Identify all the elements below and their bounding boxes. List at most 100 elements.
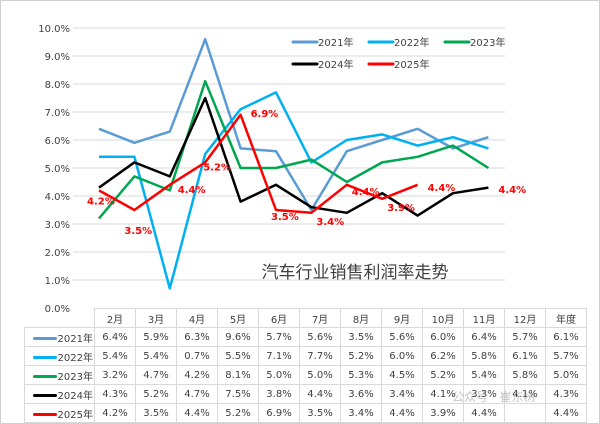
table-cell: 5.0% bbox=[545, 365, 587, 385]
y-tick-label: 5.0% bbox=[45, 164, 70, 175]
table-cell: 4.3% bbox=[545, 384, 587, 404]
table-cell bbox=[504, 403, 546, 423]
legend-label: 2024年 bbox=[318, 58, 353, 71]
y-tick-label: 6.0% bbox=[45, 136, 70, 147]
table-cell: 4.4% bbox=[299, 384, 341, 404]
table-cell: 5.8% bbox=[504, 365, 546, 385]
series-line-2022年 bbox=[99, 91, 489, 290]
column-header: 8月 bbox=[340, 308, 382, 328]
column-header: 3月 bbox=[135, 308, 177, 328]
column-header: 9月 bbox=[381, 308, 423, 328]
table-cell: 5.6% bbox=[381, 327, 423, 347]
table-cell: 5.0% bbox=[258, 365, 300, 385]
table-cell: 5.3% bbox=[340, 365, 382, 385]
table-cell: 3.4% bbox=[381, 384, 423, 404]
series-line-2023年 bbox=[98, 79, 490, 220]
series-line-2024年 bbox=[98, 96, 489, 217]
legend-label: 2021年 bbox=[318, 36, 353, 49]
table-cell: 3.6% bbox=[340, 384, 382, 404]
table-cell: 6.2% bbox=[422, 346, 464, 366]
table-cell: 4.2% bbox=[176, 365, 218, 385]
data-label: 3.5% bbox=[271, 212, 299, 223]
legend-label: 2023年 bbox=[470, 36, 505, 49]
table-cell: 5.2% bbox=[217, 403, 259, 423]
series-line-2025年 bbox=[98, 113, 419, 215]
table-cell: 6.1% bbox=[545, 327, 587, 347]
table-cell: 5.0% bbox=[299, 365, 341, 385]
table-row: 2025年 4.2% 3.5% 4.4% 5.2% 6.9% 3.5% 3.4% 4.4% 3.9… bbox=[24, 403, 587, 423]
table-cell: 3.5% bbox=[299, 403, 341, 423]
table-cell: 5.2% bbox=[340, 346, 382, 366]
table-cell: 4.5% bbox=[381, 365, 423, 385]
table-cell: 4.4% bbox=[176, 403, 218, 423]
column-header: 7月 bbox=[299, 308, 341, 328]
legend-label: 2025年 bbox=[394, 58, 429, 71]
table-cell: 7.5% bbox=[217, 384, 259, 404]
table-cell: 9.6% bbox=[217, 327, 259, 347]
y-tick-label: 10.0% bbox=[38, 24, 70, 35]
data-label: 4.2% bbox=[87, 196, 115, 207]
data-table: 2月 3月 4月 5月 6月 7月 8月 9月 10月 11月 12月 年度 2021年 6.4% 5.9%… bbox=[24, 308, 587, 423]
table-cell: 4.7% bbox=[176, 384, 218, 404]
column-header: 2月 bbox=[94, 308, 136, 328]
table-cell: 5.9% bbox=[135, 327, 177, 347]
table-cell: 3.9% bbox=[422, 403, 464, 423]
y-tick-label: 7.0% bbox=[45, 108, 70, 119]
data-label: 4.4% bbox=[498, 185, 526, 196]
table-cell: 4.4% bbox=[545, 403, 587, 423]
legend-key-icon bbox=[32, 394, 57, 397]
table-cell: 5.7% bbox=[258, 327, 300, 347]
table-cell: 4.3% bbox=[94, 384, 136, 404]
table-cell: 8.1% bbox=[217, 365, 259, 385]
y-tick-label: 0.0% bbox=[45, 304, 70, 315]
y-tick-label: 3.0% bbox=[45, 220, 70, 231]
legend-key-icon bbox=[32, 337, 57, 340]
legend-key-icon bbox=[32, 413, 57, 416]
table-cell: 5.4% bbox=[463, 365, 505, 385]
table-row: 2022年 5.4% 5.4% 0.7% 5.5% 7.1% 7.7% 5.2% 6.0% 6.2… bbox=[24, 346, 587, 366]
table-cell: 3.8% bbox=[258, 384, 300, 404]
table-cell: 7.1% bbox=[258, 346, 300, 366]
table-cell: 7.7% bbox=[299, 346, 341, 366]
data-label: 4.4% bbox=[178, 185, 206, 196]
data-label: 3.9% bbox=[387, 203, 415, 214]
column-header: 5月 bbox=[217, 308, 259, 328]
table-cell: 4.7% bbox=[135, 365, 177, 385]
data-label: 3.5% bbox=[124, 226, 152, 237]
table-cell: 5.6% bbox=[299, 327, 341, 347]
table-cell: 5.2% bbox=[422, 365, 464, 385]
table-cell: 6.4% bbox=[94, 327, 136, 347]
table-cell: 4.4% bbox=[381, 403, 423, 423]
column-header: 年度 bbox=[545, 308, 587, 328]
data-label: 6.9% bbox=[251, 109, 279, 120]
table-cell: 4.2% bbox=[94, 403, 136, 423]
column-header: 11月 bbox=[463, 308, 505, 328]
table-cell: 6.4% bbox=[463, 327, 505, 347]
row-header: 2025年 bbox=[24, 403, 95, 423]
table-row: 2024年 4.3% 5.2% 4.7% 7.5% 3.8% 4.4% 3.6% 3.4% 4.1… bbox=[24, 384, 587, 404]
data-label: 5.2% bbox=[203, 162, 231, 173]
table-cell: 5.5% bbox=[217, 346, 259, 366]
data-label: 4.4% bbox=[428, 183, 456, 194]
row-header: 2022年 bbox=[24, 346, 95, 366]
table-row: 2023年 3.2% 4.7% 4.2% 8.1% 5.0% 5.0% 5.3% 4.5% 5.2… bbox=[24, 365, 587, 385]
row-header: 2023年 bbox=[24, 365, 95, 385]
table-cell: 6.3% bbox=[176, 327, 218, 347]
table-cell: 3.4% bbox=[340, 403, 382, 423]
data-label: 3.4% bbox=[316, 217, 344, 228]
table-row: 2021年 6.4% 5.9% 6.3% 9.6% 5.7% 5.6% 3.5% 5.6% 6.0… bbox=[24, 327, 587, 347]
table-cell: 0.7% bbox=[176, 346, 218, 366]
column-header: 12月 bbox=[504, 308, 546, 328]
chart-title: 汽车行业销售利润率走势 bbox=[262, 263, 449, 283]
row-label: 2022年 bbox=[57, 352, 93, 364]
table-cell: 3.5% bbox=[340, 327, 382, 347]
watermark: 公众号 · 崔东树 bbox=[452, 390, 536, 404]
table-header-row: 2月 3月 4月 5月 6月 7月 8月 9月 10月 11月 12月 年度 bbox=[25, 308, 587, 328]
table-cell: 4.4% bbox=[463, 403, 505, 423]
row-label: 2024年 bbox=[57, 390, 93, 402]
y-tick-label: 9.0% bbox=[45, 52, 70, 63]
row-header: 2021年 bbox=[24, 327, 95, 347]
row-header: 2024年 bbox=[24, 384, 95, 404]
table-cell: 5.7% bbox=[545, 346, 587, 366]
